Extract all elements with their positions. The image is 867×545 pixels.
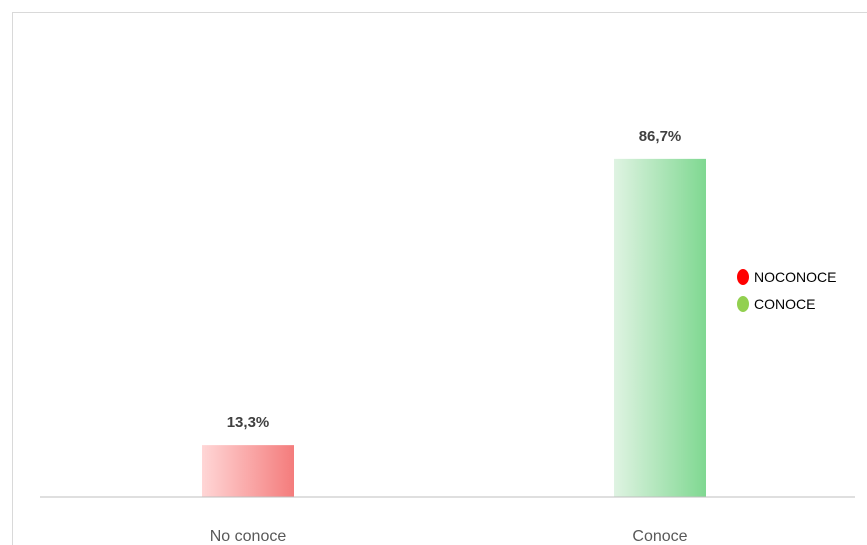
chart-frame (12, 12, 867, 545)
legend-label-conoce: CONOCE (754, 296, 815, 312)
bar-conoce (614, 158, 706, 497)
x-tick-labels-group: No conoce Conoce (210, 528, 688, 545)
x-tick-label-conoce: Conoce (632, 528, 687, 545)
legend-label-noconoce: NOCONOCE (754, 269, 836, 285)
legend-marker-noconoce (737, 269, 749, 285)
x-tick-label-no-conoce: No conoce (210, 528, 287, 545)
legend: NOCONOCE CONOCE (737, 269, 836, 312)
bar-no-conoce (202, 445, 294, 497)
data-labels-group: 13,3% 86,7% (227, 128, 682, 431)
data-label-no-conoce: 13,3% (227, 414, 270, 431)
bars-group (202, 158, 706, 497)
legend-marker-conoce (737, 296, 749, 312)
data-label-conoce: 86,7% (639, 128, 682, 145)
